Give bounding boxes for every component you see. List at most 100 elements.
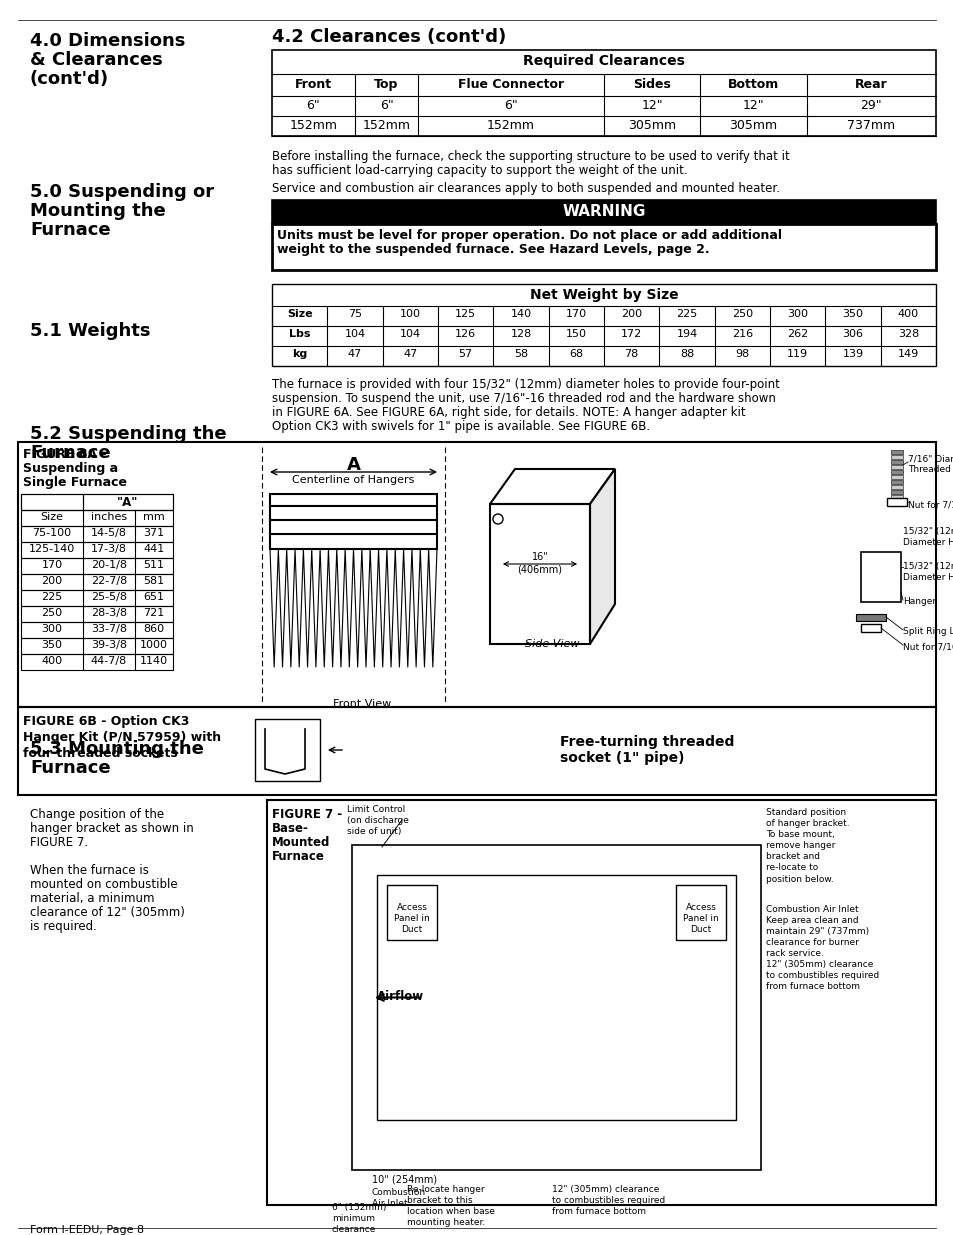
Text: Standard position
of hanger bracket.
To base mount,
remove hanger
bracket and
re: Standard position of hanger bracket. To …	[765, 808, 849, 883]
Text: "A": "A"	[117, 496, 138, 509]
Text: 170: 170	[41, 559, 63, 571]
Text: 7/16" Diameter: 7/16" Diameter	[907, 454, 953, 464]
Text: Lbs: Lbs	[289, 329, 310, 338]
Text: 47: 47	[403, 350, 417, 359]
Bar	[387, 885, 436, 940]
Text: FIGURE 7 -: FIGURE 7 -	[272, 808, 342, 821]
Text: socket (1" pipe): socket (1" pipe)	[559, 751, 684, 764]
Text: suspension. To suspend the unit, use 7/16"-16 threaded rod and the hardware show: suspension. To suspend the unit, use 7/1…	[272, 391, 775, 405]
Text: Base-: Base-	[272, 823, 309, 835]
Text: 305mm: 305mm	[729, 119, 777, 132]
Bar	[272, 200, 935, 224]
Text: 651: 651	[143, 592, 164, 601]
Text: Furnace: Furnace	[272, 850, 325, 863]
Text: 737mm: 737mm	[846, 119, 894, 132]
Text: Front: Front	[294, 78, 332, 91]
Bar	[890, 459, 902, 464]
Text: 58: 58	[514, 350, 528, 359]
Text: Units must be level for proper operation. Do not place or add additional: Units must be level for proper operation…	[276, 228, 781, 242]
Bar	[676, 885, 725, 940]
Text: 22-7/8: 22-7/8	[91, 576, 127, 585]
Polygon shape	[490, 469, 615, 504]
Text: Threaded Rod: Threaded Rod	[907, 466, 953, 474]
Text: 150: 150	[565, 329, 586, 338]
Text: 300: 300	[42, 624, 63, 634]
Text: four threaded sockets: four threaded sockets	[23, 747, 177, 760]
Text: Rear: Rear	[854, 78, 886, 91]
Text: 306: 306	[841, 329, 862, 338]
Text: Free-turning threaded: Free-turning threaded	[559, 735, 734, 748]
Text: Service and combustion air clearances apply to both suspended and mounted heater: Service and combustion air clearances ap…	[272, 182, 780, 195]
Text: 225: 225	[676, 309, 697, 319]
Text: 33-7/8: 33-7/8	[91, 624, 127, 634]
Text: Top: Top	[374, 78, 398, 91]
Text: 721: 721	[143, 608, 165, 618]
Bar	[352, 845, 760, 1170]
Text: 6" (152mm)
minimum
clearance: 6" (152mm) minimum clearance	[332, 1203, 386, 1234]
Text: 104: 104	[344, 329, 365, 338]
Text: 860: 860	[143, 624, 164, 634]
Text: 172: 172	[620, 329, 641, 338]
Text: 216: 216	[731, 329, 752, 338]
Text: (cont'd): (cont'd)	[30, 70, 109, 88]
Text: 88: 88	[679, 350, 694, 359]
Text: 12": 12"	[640, 99, 662, 112]
Bar	[861, 624, 880, 632]
Text: 14-5/8: 14-5/8	[91, 529, 127, 538]
Bar	[18, 442, 935, 706]
Bar	[886, 498, 906, 506]
Text: 152mm: 152mm	[362, 119, 410, 132]
Bar	[21, 542, 172, 558]
Text: 139: 139	[841, 350, 862, 359]
Text: 200: 200	[620, 309, 641, 319]
Text: 98: 98	[735, 350, 749, 359]
Text: 152mm: 152mm	[289, 119, 337, 132]
Text: Centerline of Hangers: Centerline of Hangers	[292, 475, 415, 485]
Text: Diameter Hole: Diameter Hole	[902, 573, 953, 582]
Bar	[272, 49, 935, 136]
Text: 126: 126	[455, 329, 476, 338]
Text: 5.0 Suspending or: 5.0 Suspending or	[30, 183, 213, 201]
Text: 149: 149	[897, 350, 918, 359]
Text: mounted on combustible: mounted on combustible	[30, 878, 177, 890]
Text: 4.2 Clearances (cont'd): 4.2 Clearances (cont'd)	[272, 28, 506, 46]
Text: Side View: Side View	[524, 638, 578, 650]
Text: 5.1 Weights: 5.1 Weights	[30, 322, 151, 340]
Bar	[890, 485, 902, 489]
Text: 511: 511	[143, 559, 164, 571]
Bar	[21, 590, 172, 606]
Text: inches: inches	[91, 513, 127, 522]
Bar	[890, 450, 902, 454]
Text: Sides: Sides	[633, 78, 670, 91]
Text: 350: 350	[841, 309, 862, 319]
Text: has sufficient load-carrying capacity to support the weight of the unit.: has sufficient load-carrying capacity to…	[272, 164, 687, 177]
Text: in FIGURE 6A. See FIGURE 6A, right side, for details. NOTE: A hanger adapter kit: in FIGURE 6A. See FIGURE 6A, right side,…	[272, 406, 745, 419]
Circle shape	[493, 514, 502, 524]
Bar	[21, 494, 172, 510]
Text: 6": 6"	[306, 99, 320, 112]
Text: weight to the suspended furnace. See Hazard Levels, page 2.: weight to the suspended furnace. See Haz…	[276, 243, 709, 256]
Text: 12" (305mm) clearance
to combustibles required
from furnace bottom: 12" (305mm) clearance to combustibles re…	[552, 1186, 664, 1216]
Text: Flue Connector: Flue Connector	[457, 78, 563, 91]
Bar	[18, 706, 935, 795]
Text: Before installing the furnace, check the supporting structure to be used to veri: Before installing the furnace, check the…	[272, 149, 789, 163]
Text: Hanger Kit (P/N 57959) with: Hanger Kit (P/N 57959) with	[23, 731, 221, 743]
Text: 5.3 Mounting the: 5.3 Mounting the	[30, 740, 204, 758]
Text: 104: 104	[399, 329, 420, 338]
Bar	[21, 510, 172, 526]
Bar	[490, 504, 589, 643]
Text: FIGURE 6A -: FIGURE 6A -	[23, 448, 107, 461]
Text: 125: 125	[455, 309, 476, 319]
Text: 44-7/8: 44-7/8	[91, 656, 127, 666]
Bar	[855, 614, 885, 621]
Bar	[21, 655, 172, 671]
Text: Net Weight by Size: Net Weight by Size	[529, 288, 678, 303]
Bar	[21, 638, 172, 655]
Text: 581: 581	[143, 576, 164, 585]
Text: 12" (305mm) clearance
to combustibles required
from furnace bottom: 12" (305mm) clearance to combustibles re…	[765, 960, 879, 992]
Text: clearance of 12" (305mm): clearance of 12" (305mm)	[30, 906, 185, 919]
Bar	[272, 284, 935, 366]
Text: 371: 371	[143, 529, 164, 538]
Bar	[21, 494, 83, 510]
Bar	[376, 876, 735, 1120]
